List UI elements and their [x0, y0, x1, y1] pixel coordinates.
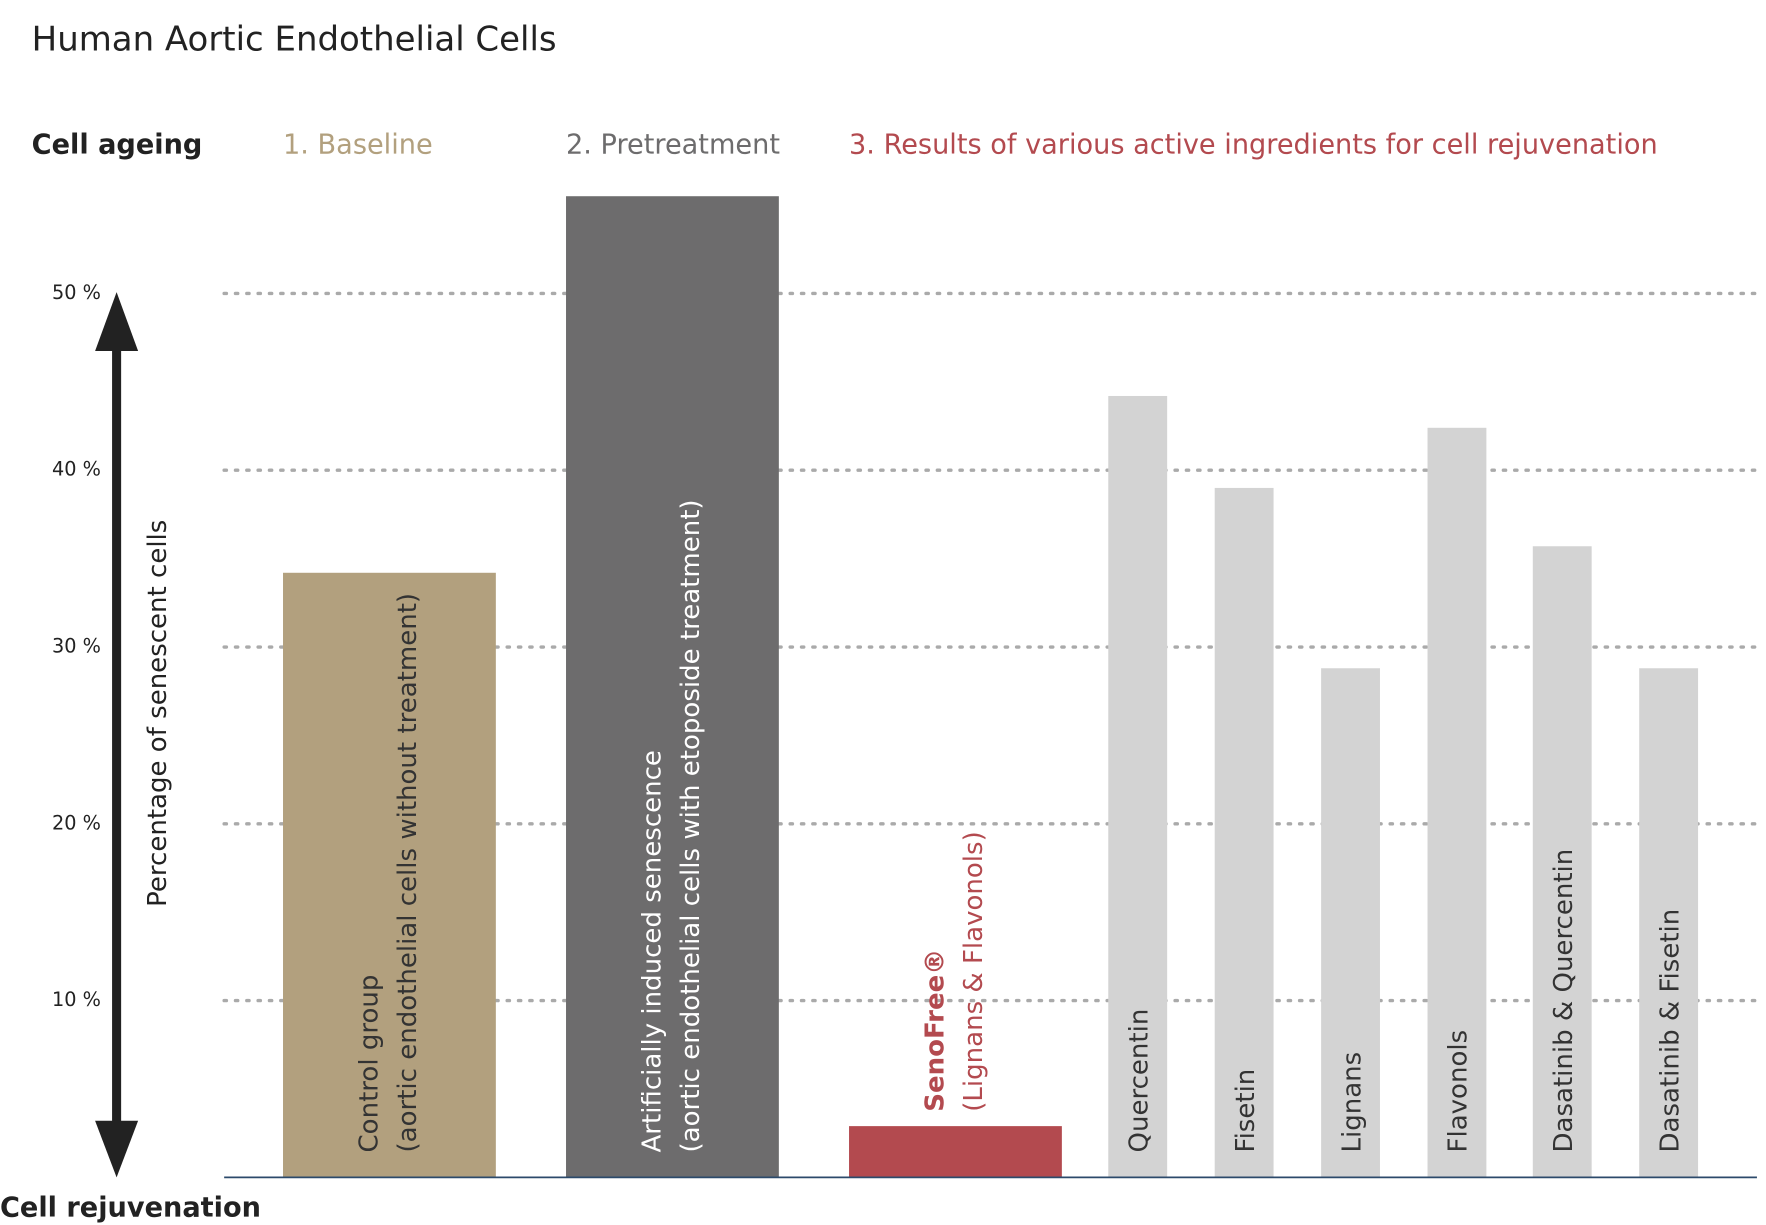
- bar-label: Fisetin: [1231, 1069, 1261, 1153]
- bar-note: (aortic endothelial cells without treatm…: [393, 593, 423, 1153]
- bar: [1639, 668, 1699, 1178]
- bar: [1532, 546, 1592, 1178]
- bar-label: Quercentin: [1124, 1009, 1154, 1153]
- y-axis-label: Percentage of senescent cells: [143, 520, 173, 907]
- group-label: 1. Baseline: [283, 130, 433, 161]
- group-label: 2. Pretreatment: [566, 130, 780, 161]
- bar-label: Flavonols: [1444, 1030, 1474, 1153]
- bar: [1214, 487, 1274, 1178]
- top-label: Cell ageing: [32, 130, 203, 161]
- bar-label: SenoFree®: [921, 949, 951, 1112]
- chart-title: Human Aortic Endothelial Cells: [32, 19, 557, 59]
- y-tick-label: 10 %: [52, 988, 101, 1011]
- bar-note: (aortic endothelial cells with etoposide…: [676, 499, 706, 1152]
- bar: [849, 1126, 1062, 1178]
- group-label: 3. Results of various active ingredients…: [849, 130, 1658, 161]
- bar-note: (Lignans & Flavonols): [959, 831, 989, 1111]
- bar: [283, 572, 496, 1178]
- y-tick-label: 20 %: [52, 811, 101, 834]
- y-tick-label: 50 %: [52, 281, 101, 304]
- bar: [1108, 395, 1168, 1178]
- bar-label: Artificially induced senescence: [638, 750, 668, 1152]
- bar: [566, 196, 779, 1178]
- y-tick-label: 30 %: [52, 635, 101, 658]
- bar-label: Dasatinib & Quercentin: [1549, 849, 1579, 1153]
- bottom-label: Cell rejuvenation: [0, 1193, 261, 1224]
- y-tick-label: 40 %: [52, 458, 101, 481]
- bar: [1427, 427, 1487, 1178]
- bar-label: Dasatinib & Fisetin: [1655, 909, 1685, 1153]
- bar-label: Control group: [355, 975, 385, 1153]
- bar: [1321, 668, 1380, 1178]
- bar-label: Lignans: [1337, 1052, 1367, 1153]
- arrow: [95, 292, 139, 1178]
